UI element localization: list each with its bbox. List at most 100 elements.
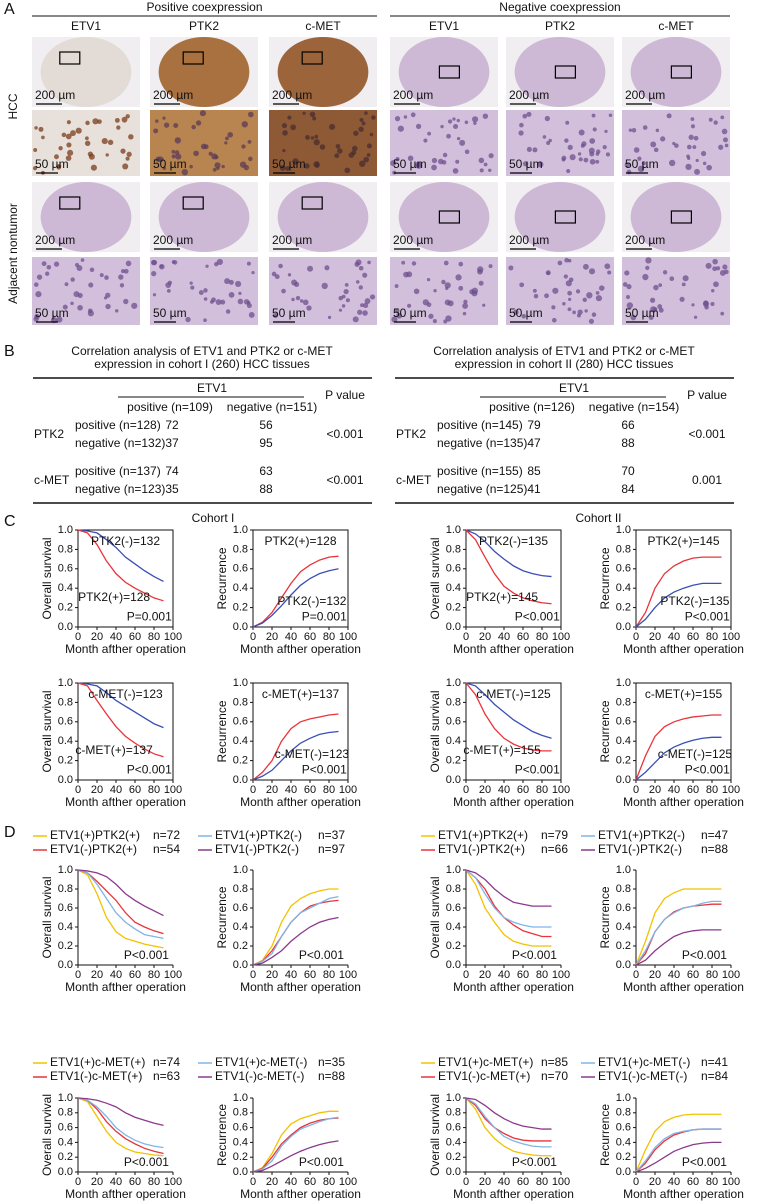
nucleus [394, 284, 399, 288]
nucleus [319, 144, 326, 150]
nucleus [710, 301, 715, 307]
row-label: positive (n=137) [75, 464, 161, 478]
column-label: c-MET [658, 19, 694, 33]
cell-value: 37 [165, 436, 179, 450]
nucleus [125, 260, 132, 267]
nucleus [362, 310, 368, 316]
x-tick-label: 80 [536, 784, 548, 796]
nucleus [344, 282, 349, 287]
y-tick-label: 0.6 [446, 716, 461, 728]
nucleus [118, 274, 124, 280]
scale-label: 50 µm [625, 306, 659, 320]
nucleus [522, 113, 528, 119]
row-group: PTK2 [396, 427, 426, 441]
y-tick-label: 0.6 [446, 1122, 461, 1134]
cell-value: 41 [527, 482, 541, 496]
nucleus [359, 160, 366, 167]
nucleus [694, 168, 700, 175]
x-tick-label: 40 [498, 631, 510, 643]
nucleus [241, 144, 246, 149]
survival-curve [77, 1097, 164, 1157]
nucleus [38, 126, 44, 132]
nucleus [557, 260, 563, 266]
x-tick-label: 60 [129, 1176, 141, 1188]
nucleus [443, 319, 448, 324]
y-axis-label: Overall survival [40, 537, 54, 619]
column-label: PTK2 [545, 19, 575, 33]
nucleus [544, 115, 550, 122]
nucleus [185, 316, 191, 323]
zoom-box [59, 51, 81, 65]
nucleus [655, 128, 660, 133]
legend-count: n=54 [153, 842, 180, 856]
column-header: negative (n=151) [227, 400, 317, 414]
scale-label: 200 µm [153, 88, 193, 102]
x-tick-label: 40 [110, 1176, 122, 1188]
x-tick-label: 0 [250, 631, 256, 643]
nucleus [695, 158, 699, 163]
nucleus [604, 129, 608, 134]
y-tick-label: 0.4 [58, 1136, 73, 1148]
nucleus [724, 269, 729, 275]
nucleus [565, 120, 570, 125]
survival-curve [635, 582, 722, 628]
x-tick-label: 0 [250, 969, 256, 981]
x-tick-label: 0 [75, 1176, 81, 1188]
y-tick-label: 1.0 [616, 1092, 631, 1104]
nucleus [41, 135, 45, 140]
nucleus [287, 273, 292, 277]
y-tick-label: 0.8 [446, 1107, 461, 1119]
nucleus [246, 261, 251, 266]
x-tick-label: 100 [722, 969, 740, 981]
y-axis-label: Recurrence [598, 547, 612, 609]
scale-label: 50 µm [35, 157, 69, 171]
scale-label: 200 µm [35, 88, 75, 102]
x-tick-label: 60 [517, 1176, 529, 1188]
nucleus [633, 147, 640, 153]
p-header: P value [687, 388, 727, 402]
nucleus [702, 161, 707, 166]
annotation: c-MET(+)=155 [463, 743, 541, 757]
nucleus [653, 147, 659, 153]
nucleus [568, 297, 572, 302]
annotation: P<0.001 [302, 762, 347, 776]
nucleus [584, 309, 588, 313]
nucleus [152, 293, 157, 297]
y-tick-label: 0.0 [58, 1166, 73, 1178]
nucleus [344, 167, 351, 174]
nucleus [521, 314, 526, 319]
row-label: positive (n=128) [75, 418, 161, 432]
y-tick-label: 1.0 [446, 1092, 461, 1104]
annotation: PTK2(+)=145 [466, 590, 538, 604]
survival-curve [252, 555, 339, 628]
nucleus [77, 292, 83, 299]
x-tick-label: 20 [479, 784, 491, 796]
nucleus [248, 156, 253, 162]
x-axis-label: Month afther operation [453, 642, 574, 656]
nucleus [575, 289, 581, 294]
nucleus [592, 127, 597, 132]
y-tick-label: 0.2 [58, 940, 73, 952]
nucleus [90, 164, 97, 171]
annotation: PTK2(+)=145 [647, 534, 719, 548]
nucleus [214, 162, 221, 169]
cell-value: 70 [621, 464, 635, 478]
y-tick-label: 1.0 [58, 1092, 73, 1104]
nucleus [526, 111, 532, 117]
x-axis-label: Month afther operation [240, 980, 361, 994]
survival-curve [252, 916, 339, 966]
x-tick-label: 20 [266, 784, 278, 796]
survival-curve [635, 1113, 722, 1173]
zoom-box [670, 210, 693, 224]
nucleus [371, 115, 376, 120]
nucleus [416, 123, 422, 129]
nucleus [691, 303, 695, 307]
nucleus [84, 136, 89, 141]
x-tick-label: 80 [323, 969, 335, 981]
survival-curve [635, 1128, 722, 1173]
nucleus [211, 153, 218, 160]
nucleus [358, 265, 364, 271]
y-tick-label: 0.2 [446, 602, 461, 614]
nucleus [581, 141, 587, 147]
y-axis-label: Recurrence [598, 1104, 612, 1166]
